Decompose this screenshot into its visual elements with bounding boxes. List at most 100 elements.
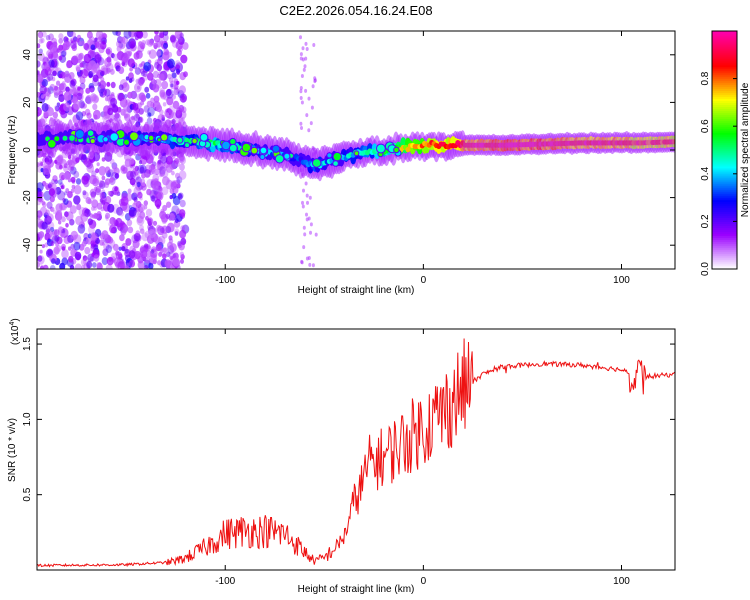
noise-speck xyxy=(163,42,168,49)
noise-speck xyxy=(180,54,188,64)
noise-speck xyxy=(37,60,41,68)
noise-speck xyxy=(37,210,43,218)
noise-speck xyxy=(65,223,69,228)
noise-speck xyxy=(159,166,166,175)
noise-speck xyxy=(37,162,40,168)
noise-speck xyxy=(39,206,48,216)
noise-speck xyxy=(83,42,90,51)
noise-speck xyxy=(93,109,101,120)
noise-speck xyxy=(153,95,160,103)
noise-speck xyxy=(51,258,56,265)
noise-speck xyxy=(147,106,155,117)
noise-speck xyxy=(125,76,130,81)
noise-speck xyxy=(114,173,120,179)
noise-speck xyxy=(167,58,175,69)
noise-speck xyxy=(168,235,173,241)
noise-speck xyxy=(119,234,125,242)
noise-speck xyxy=(128,78,133,83)
noise-speck xyxy=(161,80,169,90)
noise-speck xyxy=(95,185,101,193)
noise-speck xyxy=(110,53,115,59)
ridge-blob xyxy=(271,144,281,153)
noise-speck xyxy=(180,253,185,260)
noise-speck xyxy=(128,157,135,165)
noise-speck xyxy=(160,168,169,179)
noise-speck xyxy=(131,115,135,121)
colorbar: 0.0 0.2 0.4 0.6 0.8 Normalized spectral ampl… xyxy=(700,30,750,276)
noise-speck xyxy=(123,102,131,112)
noise-speck xyxy=(46,201,53,209)
noise-speck xyxy=(68,246,72,251)
noise-speck xyxy=(141,31,148,39)
noise-speck xyxy=(54,234,60,242)
noise-speck xyxy=(56,155,64,165)
noise-speck xyxy=(132,239,140,249)
noise-speck xyxy=(146,188,152,196)
noise-speck xyxy=(44,62,50,70)
ridge-core xyxy=(405,147,411,153)
noise-speck xyxy=(127,226,134,234)
noise-speck xyxy=(37,70,40,75)
noise-speck xyxy=(303,232,307,237)
noise-speck xyxy=(135,31,143,39)
noise-speck xyxy=(118,84,124,91)
colorbar-tick-label: 0.8 xyxy=(700,71,711,85)
noise-speck xyxy=(136,181,141,188)
noise-speck xyxy=(167,241,173,250)
noise-speck xyxy=(90,44,96,50)
noise-speck xyxy=(179,93,187,103)
noise-speck xyxy=(76,38,80,43)
noise-speck xyxy=(135,50,143,59)
noise-speck xyxy=(63,191,68,196)
noise-speck xyxy=(309,230,312,235)
noise-speck xyxy=(311,84,315,89)
noise-speck xyxy=(312,43,316,47)
noise-speck xyxy=(304,88,308,93)
noise-speck xyxy=(52,111,58,119)
noise-speck xyxy=(37,107,42,117)
noise-speck xyxy=(150,249,155,254)
noise-speck xyxy=(148,49,157,59)
noise-speck xyxy=(54,105,59,111)
noise-speck xyxy=(138,206,144,213)
noise-speck xyxy=(113,243,119,251)
noise-speck xyxy=(170,83,174,88)
noise-speck xyxy=(165,155,173,165)
noise-speck xyxy=(98,180,106,189)
y-tick-label: 40 xyxy=(22,49,33,61)
noise-speck xyxy=(67,191,73,199)
ridge-blob xyxy=(102,136,109,143)
noise-speck xyxy=(156,50,162,57)
noise-speck xyxy=(131,234,139,244)
noise-speck xyxy=(168,105,176,115)
noise-speck xyxy=(159,169,166,177)
noise-speck xyxy=(299,96,303,100)
noise-speck xyxy=(37,73,44,83)
noise-speck xyxy=(112,105,119,113)
noise-speck xyxy=(128,72,134,80)
noise-speck xyxy=(45,228,51,234)
noise-speck xyxy=(136,215,144,224)
noise-speck xyxy=(53,209,57,215)
noise-speck xyxy=(115,250,120,256)
snr-panel: -100 0 100 0.5 1.0 1.5 Height of straight li… xyxy=(7,318,676,595)
noise-speck xyxy=(153,235,161,244)
noise-speck xyxy=(117,223,124,231)
noise-speck xyxy=(59,48,67,58)
noise-speck xyxy=(124,165,132,175)
noise-speck xyxy=(138,79,144,86)
noise-speck xyxy=(179,209,186,218)
noise-speck xyxy=(141,232,149,242)
noise-speck xyxy=(80,68,89,79)
noise-speck xyxy=(58,226,63,233)
colorbar-tick-label: 0.6 xyxy=(700,119,711,133)
noise-speck xyxy=(84,108,91,116)
noise-speck xyxy=(58,55,63,61)
noise-speck xyxy=(129,177,136,186)
noise-speck xyxy=(95,168,100,174)
noise-speck xyxy=(169,80,177,90)
noise-speck xyxy=(101,70,105,75)
noise-speck xyxy=(107,107,114,116)
noise-speck xyxy=(94,54,102,63)
noise-speck xyxy=(70,166,75,171)
